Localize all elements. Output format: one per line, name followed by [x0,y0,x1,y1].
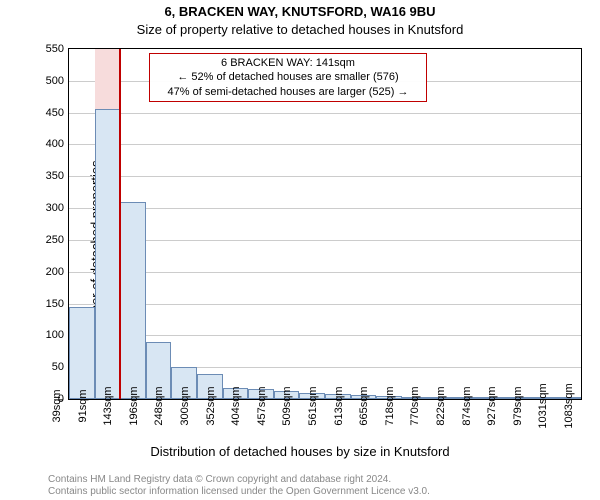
x-tick-label: 196sqm [128,386,140,425]
histogram-bar [69,307,95,399]
x-tick-label: 39sqm [51,389,63,422]
gridline-h [69,272,581,273]
x-tick-label: 613sqm [333,386,345,425]
y-tick-label: 450 [34,107,64,119]
gridline-h [69,335,581,336]
footer-text: Contains HM Land Registry data © Crown c… [48,474,430,498]
y-tick-label: 100 [34,329,64,341]
histogram-bar [95,109,121,399]
x-tick-label: 874sqm [461,386,473,425]
gridline-h [69,144,581,145]
footer-line-2: Contains public sector information licen… [48,486,430,497]
x-tick-label: 509sqm [281,386,293,425]
chart-plot-area: 6 BRACKEN WAY: 141sqm← 52% of detached h… [68,48,582,400]
x-tick-label: 1083sqm [563,383,575,428]
x-tick-label: 248sqm [153,386,165,425]
x-tick-label: 404sqm [230,386,242,425]
y-tick-label: 350 [34,170,64,182]
gridline-h [69,304,581,305]
y-tick-label: 400 [34,138,64,150]
x-tick-label: 718sqm [384,386,396,425]
gridline-h [69,240,581,241]
y-tick-label: 150 [34,298,64,310]
container: 6, BRACKEN WAY, KNUTSFORD, WA16 9BU Size… [0,0,600,500]
x-tick-label: 561sqm [307,386,319,425]
x-tick-label: 352sqm [205,386,217,425]
page-subtitle: Size of property relative to detached ho… [0,22,600,37]
x-tick-label: 91sqm [77,389,89,422]
x-tick-label: 300sqm [179,386,191,425]
x-tick-label: 979sqm [512,386,524,425]
x-tick-label: 143sqm [102,386,114,425]
x-tick-label: 822sqm [435,386,447,425]
footer-line-1: Contains HM Land Registry data © Crown c… [48,474,391,485]
gridline-h [69,208,581,209]
x-tick-label: 1031sqm [537,383,549,428]
x-tick-label: 457sqm [256,386,268,425]
y-tick-label: 200 [34,266,64,278]
annotation-box: 6 BRACKEN WAY: 141sqm← 52% of detached h… [149,53,427,102]
annotation-line: 6 BRACKEN WAY: 141sqm [156,56,420,70]
x-tick-label: 665sqm [358,386,370,425]
x-axis-label: Distribution of detached houses by size … [0,444,600,459]
annotation-line: ← 52% of detached houses are smaller (57… [156,70,420,84]
y-tick-label: 500 [34,75,64,87]
y-tick-label: 300 [34,202,64,214]
annotation-line: 47% of semi-detached houses are larger (… [156,85,420,99]
marker-line [119,49,121,399]
x-tick-label: 770sqm [409,386,421,425]
x-tick-label: 927sqm [486,386,498,425]
histogram-bar [120,202,146,399]
gridline-h [69,176,581,177]
y-tick-label: 550 [34,43,64,55]
page-title: 6, BRACKEN WAY, KNUTSFORD, WA16 9BU [0,4,600,19]
y-tick-label: 50 [34,361,64,373]
gridline-h [69,113,581,114]
y-tick-label: 250 [34,234,64,246]
